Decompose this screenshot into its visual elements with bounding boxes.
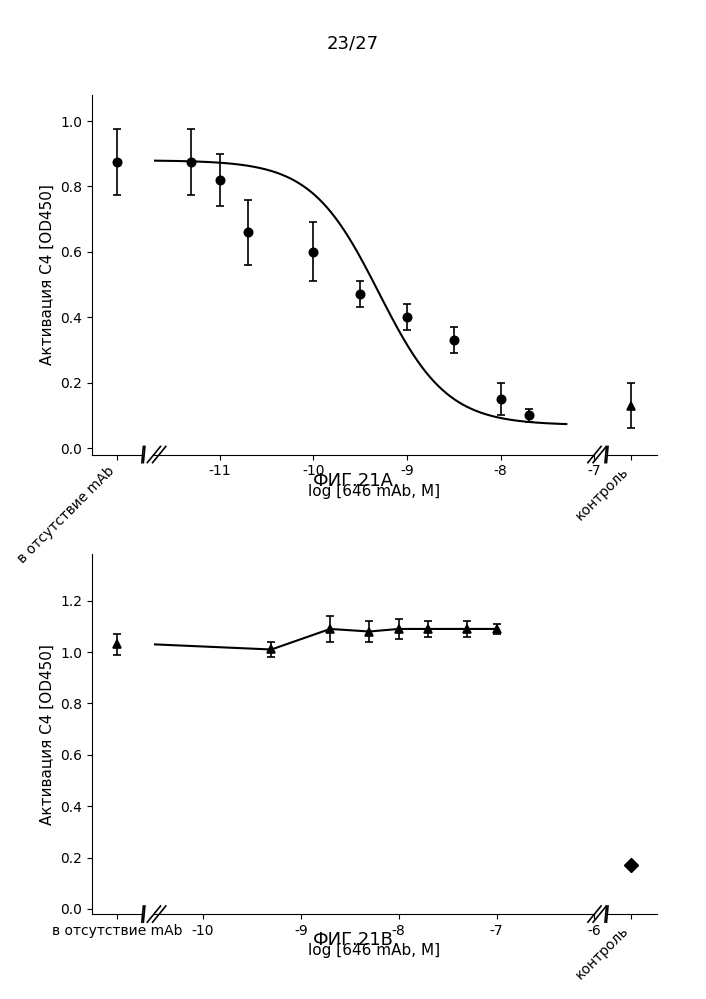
Text: ФИГ.21A: ФИГ.21A (313, 472, 393, 490)
X-axis label: log [646 mAb, M]: log [646 mAb, M] (308, 484, 441, 499)
Y-axis label: Активация C4 [OD450]: Активация C4 [OD450] (40, 184, 54, 366)
Text: ФИГ.21B: ФИГ.21B (313, 931, 393, 949)
Y-axis label: Активация C4 [OD450]: Активация C4 [OD450] (40, 643, 54, 825)
Text: 23/27: 23/27 (327, 35, 379, 53)
X-axis label: log [646 mAb, M]: log [646 mAb, M] (308, 943, 441, 958)
